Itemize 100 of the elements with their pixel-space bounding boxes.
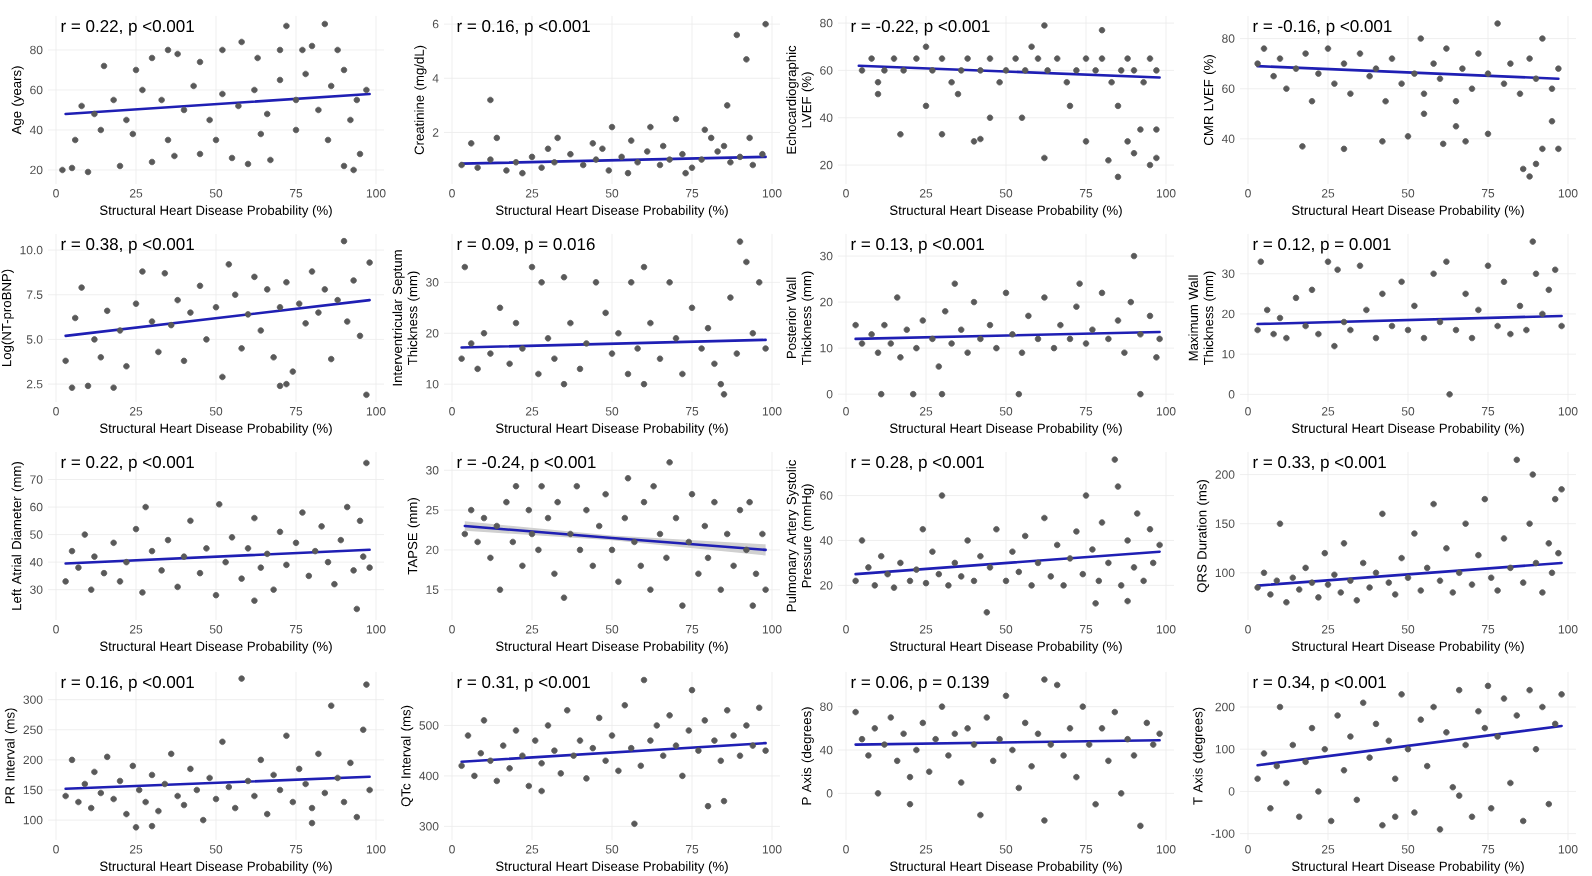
point (874, 79, 882, 86)
point (1114, 173, 1122, 181)
point (289, 368, 297, 375)
point (1331, 342, 1338, 350)
point (461, 263, 469, 271)
point (929, 335, 936, 343)
point (884, 570, 891, 578)
point (733, 350, 740, 357)
point (244, 311, 252, 318)
point (142, 503, 149, 511)
point (1513, 456, 1520, 464)
point (1507, 60, 1514, 67)
point (1372, 720, 1380, 728)
point (340, 798, 348, 806)
point (913, 344, 920, 352)
point (878, 390, 885, 398)
point (993, 344, 1000, 352)
point (647, 123, 654, 131)
point (1392, 775, 1399, 782)
point (1507, 779, 1514, 787)
point (1156, 730, 1163, 737)
point (1449, 589, 1456, 596)
point (1041, 817, 1048, 824)
point (1545, 286, 1552, 294)
point (1404, 133, 1412, 140)
point (621, 514, 629, 522)
point (573, 483, 581, 490)
point (583, 340, 590, 347)
annotation: r = -0.22, p <0.001 (851, 20, 990, 36)
point (1532, 559, 1540, 567)
point (970, 741, 978, 748)
point (701, 126, 709, 133)
point (1315, 788, 1322, 795)
point (129, 762, 137, 770)
point (1379, 510, 1386, 518)
point (560, 274, 568, 281)
point (1105, 157, 1112, 164)
annotation: r = 0.28, p <0.001 (851, 456, 984, 472)
annotation: r = 0.38, p <0.001 (61, 238, 194, 254)
point (679, 150, 686, 158)
point (743, 258, 750, 266)
point (615, 767, 622, 775)
point (84, 168, 92, 176)
point (913, 55, 920, 62)
point (1475, 306, 1482, 314)
point (1347, 90, 1354, 97)
point (158, 96, 165, 104)
point (1073, 528, 1080, 535)
point (238, 38, 245, 46)
point (935, 363, 942, 370)
point (148, 822, 156, 830)
point (986, 564, 994, 571)
point (958, 779, 965, 786)
point (350, 567, 357, 574)
point (1137, 390, 1144, 398)
point (493, 522, 501, 530)
point (615, 578, 622, 585)
point (161, 270, 169, 277)
point (1529, 238, 1536, 245)
point (922, 102, 930, 110)
point (123, 558, 130, 566)
point (168, 321, 175, 329)
point (506, 765, 513, 772)
point (496, 304, 504, 311)
point (1468, 581, 1476, 588)
point (1507, 330, 1514, 338)
point (363, 681, 370, 688)
point (487, 757, 494, 764)
point (1545, 540, 1552, 547)
point (1315, 594, 1322, 601)
point (1105, 335, 1112, 343)
point (212, 795, 220, 803)
point (1347, 733, 1354, 740)
point (720, 797, 728, 805)
point (1296, 813, 1303, 820)
point (225, 261, 233, 268)
point (576, 546, 584, 554)
point (977, 67, 984, 74)
point (913, 746, 920, 754)
point (1137, 126, 1144, 133)
point (894, 294, 901, 301)
point (608, 732, 616, 739)
point (1321, 746, 1328, 753)
point (1484, 70, 1492, 77)
point (749, 330, 757, 337)
point (1073, 773, 1080, 781)
point (1254, 60, 1261, 67)
point (647, 319, 654, 327)
point (196, 150, 204, 158)
point (1009, 331, 1016, 338)
point (480, 514, 488, 522)
point (1436, 318, 1444, 326)
point (1529, 471, 1536, 478)
point (155, 348, 162, 356)
point (711, 498, 718, 506)
point (640, 676, 648, 684)
point (1475, 50, 1482, 57)
point (276, 46, 284, 54)
point (1555, 65, 1562, 72)
point (1140, 577, 1147, 585)
